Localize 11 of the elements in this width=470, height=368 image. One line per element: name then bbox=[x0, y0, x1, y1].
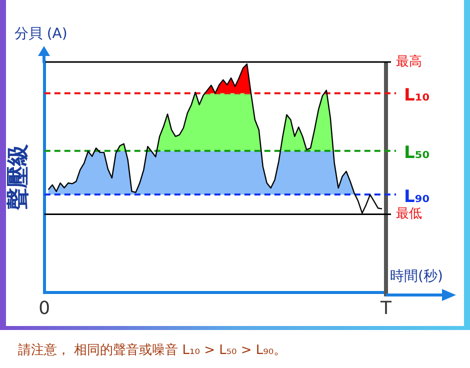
ref-line-label: L₉₀ bbox=[404, 186, 430, 207]
y-axis-title: 聲壓級 bbox=[6, 144, 31, 212]
ref-line-label: 最低 bbox=[396, 206, 422, 222]
ref-line-label: L₅₀ bbox=[404, 143, 430, 164]
ref-line-label: 最高 bbox=[396, 53, 422, 70]
ref-line-label: L₁₀ bbox=[404, 86, 430, 106]
text: 請注意， 相同的聲音或噪音 L₁₀ > L₅₀ > L₉₀。 bbox=[18, 342, 287, 359]
text: 分貝 (A) bbox=[14, 26, 68, 42]
x-axis-title: 時間(秒) bbox=[390, 268, 443, 284]
x-tick-label: 0 bbox=[38, 298, 50, 319]
x-tick-label: T bbox=[380, 298, 392, 319]
